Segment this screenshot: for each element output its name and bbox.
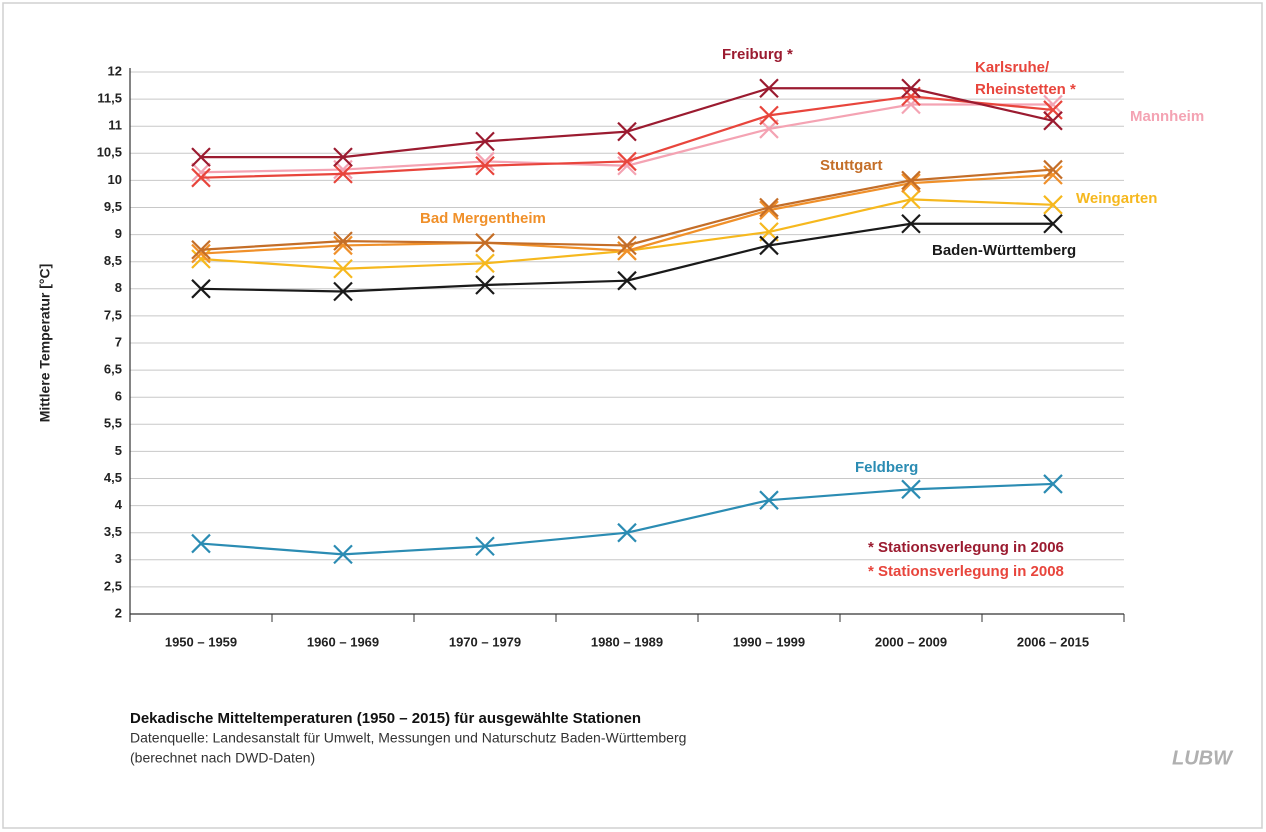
marker [475,155,495,176]
marker [1043,94,1063,115]
marker [333,258,353,279]
marker [1043,474,1063,494]
y-tick-label: 5 [115,443,122,458]
marker [759,78,779,99]
series-label-line: Rheinstetten * [975,81,1076,98]
series-label: Weingarten [1076,190,1157,207]
x-tick-label: 1960 – 1969 [307,634,379,649]
marker [617,522,637,543]
y-tick-label: 11,5 [97,91,122,106]
marker [901,170,921,191]
y-tick-label: 8 [115,280,122,295]
series-label: Karlsruhe/Rheinstetten * [975,59,1076,98]
caption-line: Datenquelle: Landesanstalt für Umwelt, M… [130,730,686,746]
marker [333,281,353,302]
series-label: Mannheim [1130,108,1204,125]
series-label-line: Karlsruhe/ [975,59,1050,76]
marker [901,78,921,99]
marker [759,105,779,126]
marker [191,167,211,188]
marker [617,270,637,291]
y-tick-label: 11 [108,118,122,133]
y-tick-label: 4 [115,497,123,512]
x-tick-label: 1970 – 1979 [449,634,521,649]
y-tick-label: 7 [115,334,122,349]
annotation: * Stationsverlegung in 2008 [868,563,1064,580]
marker [333,544,353,565]
logo: LUBW [1172,747,1234,769]
y-tick-label: 2,5 [104,578,122,593]
x-tick-label: 1980 – 1989 [591,634,663,649]
y-axis-label: Mittlere Temperatur [°C] [37,264,53,423]
marker [475,536,495,557]
y-tick-label: 10 [108,172,122,187]
marker [333,235,353,256]
series-label: Baden-Württemberg [932,242,1076,259]
marker [191,279,211,299]
y-tick-label: 4,5 [104,470,122,485]
marker [475,232,495,253]
marker [191,147,211,167]
marker [1043,111,1063,131]
marker [617,235,637,256]
marker [759,200,779,220]
y-tick-label: 8,5 [104,253,122,268]
annotation: * Stationsverlegung in 2006 [868,539,1064,556]
marker [1043,195,1063,215]
marker [475,275,495,295]
caption-title: Dekadische Mitteltemperaturen (1950 – 20… [130,710,641,727]
y-tick-label: 3,5 [104,524,122,539]
series-label: Freiburg * [722,46,793,63]
y-tick-label: 7,5 [104,307,122,322]
marker [191,243,211,264]
marker [901,173,921,193]
marker [617,151,637,172]
marker [759,197,779,218]
marker [759,235,779,256]
marker [475,131,495,152]
marker [475,151,495,172]
marker [759,490,779,510]
marker [1043,213,1063,234]
marker [191,533,211,554]
marker [191,239,211,260]
x-tick-label: 2006 – 2015 [1017,634,1089,649]
y-tick-label: 9,5 [104,199,122,214]
y-tick-label: 3 [115,551,122,566]
series-label: Feldberg [855,459,918,476]
y-tick-label: 9 [115,226,122,241]
marker [901,189,921,210]
y-tick-label: 5,5 [104,416,122,431]
marker [333,147,353,167]
series-label: Stuttgart [820,157,883,174]
marker [617,121,637,142]
marker [475,253,495,274]
marker [901,479,921,500]
y-tick-label: 12 [108,63,122,78]
x-tick-label: 1950 – 1959 [165,634,237,649]
marker [333,231,353,251]
series-label: Bad Mergentheim [420,210,546,227]
marker [1043,159,1063,180]
marker [901,213,921,234]
caption-line: (berechnet nach DWD-Daten) [130,750,315,766]
x-tick-label: 1990 – 1999 [733,634,805,649]
x-tick-label: 2000 – 2009 [875,634,947,649]
y-tick-label: 6,5 [104,362,122,377]
marker [901,94,921,115]
y-tick-label: 2 [115,605,122,620]
y-tick-label: 6 [115,389,122,404]
y-tick-label: 10,5 [97,145,122,160]
marker [333,164,353,184]
